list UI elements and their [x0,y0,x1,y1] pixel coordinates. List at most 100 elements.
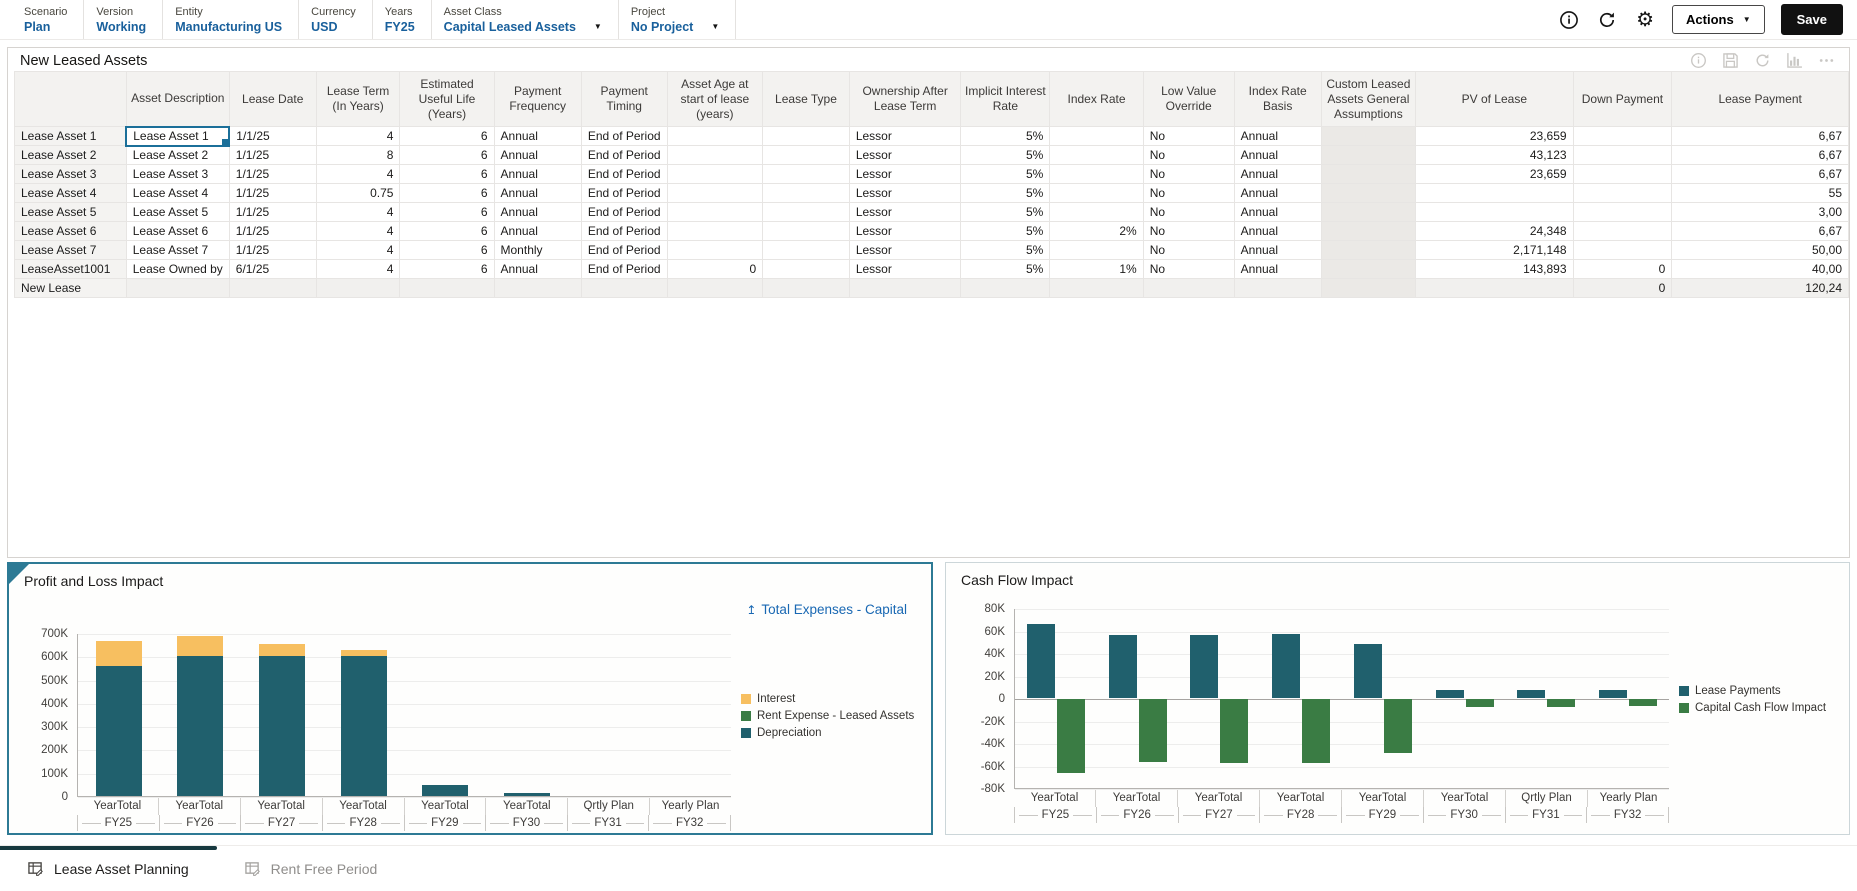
grid-cell[interactable]: 43,123 [1415,145,1574,165]
grid-cell[interactable]: 1/1/25 [228,240,317,260]
grid-cell[interactable]: Lease Owned by [125,259,230,279]
grid-cell[interactable]: Lease Asset 5 [125,202,230,222]
grid-cell[interactable]: No [1142,240,1235,260]
row-header-lease-asset-4[interactable]: Lease Asset 4 [14,183,127,203]
column-header-down-payment[interactable]: Down Payment [1572,71,1673,127]
grid-cell[interactable] [666,183,764,203]
grid-cell[interactable] [1233,278,1322,298]
grid-cell[interactable]: Annual [1233,164,1322,184]
column-header-asset-age-at-start-of-lease-years[interactable]: Asset Age at start of lease (years) [666,71,764,127]
grid-cell[interactable]: Lease Asset 4 [125,183,230,203]
row-header-new-lease[interactable]: New Lease [14,278,127,298]
grid-cell[interactable]: 5% [960,145,1051,165]
grid-cell[interactable]: 5% [960,202,1051,222]
grid-cell[interactable]: 55 [1671,183,1849,203]
column-header-asset-description[interactable]: Asset Description [125,71,230,127]
grid-cell[interactable]: End of Period [580,126,668,146]
info-icon[interactable] [1690,52,1707,69]
grid-cell[interactable]: 24,348 [1415,221,1574,241]
grid-cell[interactable]: Lessor [848,202,962,222]
grid-cell[interactable]: 0 [666,259,764,279]
grid-cell[interactable]: 50,00 [1671,240,1849,260]
grid-cell[interactable] [1572,221,1673,241]
grid-cell[interactable]: 0 [1572,278,1673,298]
grid-cell[interactable]: 6 [399,183,495,203]
grid-cell[interactable] [1049,278,1144,298]
chart-icon[interactable] [1786,52,1803,69]
pov-item-years[interactable]: Years FY25 [373,0,432,39]
column-header-lease-term-in-years[interactable]: Lease Term (In Years) [315,71,401,127]
grid-cell[interactable] [1572,126,1673,146]
grid-cell[interactable]: 2,171,148 [1415,240,1574,260]
pov-item-version[interactable]: Version Working [84,0,164,39]
grid-cell[interactable] [1142,278,1235,298]
grid-cell[interactable] [1320,221,1417,241]
grid-cell[interactable]: 6 [399,126,495,146]
grid-cell[interactable]: No [1142,145,1235,165]
grid-cell[interactable]: Annual [493,126,582,146]
column-header-custom-leased-assets-general-assumptions[interactable]: Custom Leased Assets General Assumptions [1320,71,1417,127]
grid-cell[interactable]: 4 [315,259,401,279]
column-header-index-rate-basis[interactable]: Index Rate Basis [1233,71,1322,127]
grid-cell[interactable]: 4 [315,240,401,260]
grid-cell[interactable]: Lease Asset 3 [125,164,230,184]
grid-cell[interactable]: 5% [960,126,1051,146]
grid-cell[interactable]: 2% [1049,221,1144,241]
grid-cell[interactable]: 0 [1572,259,1673,279]
grid-cell[interactable] [762,278,850,298]
grid-cell[interactable]: End of Period [580,164,668,184]
grid-cell[interactable]: 8 [315,145,401,165]
grid-cell[interactable]: Lease Asset 2 [125,145,230,165]
grid-cell[interactable] [762,240,850,260]
settings-icon[interactable]: ⚙ [1634,9,1656,31]
column-header-estimated-useful-life-years[interactable]: Estimated Useful Life (Years) [399,71,495,127]
grid-cell[interactable] [1415,278,1574,298]
grid-cell[interactable]: End of Period [580,145,668,165]
grid-cell[interactable] [1049,240,1144,260]
grid-cell[interactable] [1320,183,1417,203]
grid-cell[interactable] [1049,164,1144,184]
grid-cell[interactable]: Lessor [848,164,962,184]
grid-cell[interactable] [1320,240,1417,260]
grid-cell[interactable] [1320,145,1417,165]
column-header-index-rate[interactable]: Index Rate [1049,71,1144,127]
grid-cell[interactable]: Annual [1233,259,1322,279]
grid-cell[interactable]: End of Period [580,183,668,203]
column-header-lease-payment[interactable]: Lease Payment [1671,71,1849,127]
column-header-lease-type[interactable]: Lease Type [762,71,850,127]
grid-cell[interactable]: 6,67 [1671,126,1849,146]
grid-cell[interactable]: 6 [399,221,495,241]
column-header-payment-frequency[interactable]: Payment Frequency [493,71,582,127]
tab-lease-asset-planning[interactable]: Lease Asset Planning [0,846,217,891]
save-button[interactable]: Save [1780,4,1843,35]
grid-cell[interactable]: 5% [960,164,1051,184]
grid-cell[interactable]: 4 [315,164,401,184]
grid-cell[interactable] [762,259,850,279]
grid-cell[interactable]: 1/1/25 [228,164,317,184]
grid-cell[interactable]: Lessor [848,145,962,165]
grid-cell[interactable] [1320,126,1417,146]
grid-cell[interactable] [1572,240,1673,260]
grid-cell[interactable]: 6,67 [1671,145,1849,165]
more-icon[interactable] [1818,52,1835,69]
grid-cell[interactable]: 5% [960,183,1051,203]
column-header-pv-of-lease[interactable]: PV of Lease [1415,71,1574,127]
grid-cell[interactable] [1320,259,1417,279]
pov-item-entity[interactable]: Entity Manufacturing US [163,0,300,39]
row-header-leaseasset1001[interactable]: LeaseAsset1001 [14,259,127,279]
grid-cell[interactable]: No [1142,126,1235,146]
pov-item-asset-class[interactable]: Asset Class Capital Leased Assets ▼ [432,0,619,39]
grid-cell[interactable]: Annual [493,145,582,165]
grid-cell[interactable]: Lease Asset 6 [125,221,230,241]
grid-cell[interactable] [762,183,850,203]
grid-cell[interactable]: Lessor [848,126,962,146]
row-header-lease-asset-1[interactable]: Lease Asset 1 [14,126,127,146]
grid-cell[interactable]: 6,67 [1671,164,1849,184]
grid-cell[interactable]: Annual [493,259,582,279]
grid-cell[interactable]: Annual [1233,183,1322,203]
grid-cell[interactable] [125,278,230,298]
grid-cell[interactable] [1049,145,1144,165]
grid-cell[interactable]: 5% [960,259,1051,279]
grid-cell[interactable]: End of Period [580,240,668,260]
pov-item-currency[interactable]: Currency USD [299,0,373,39]
